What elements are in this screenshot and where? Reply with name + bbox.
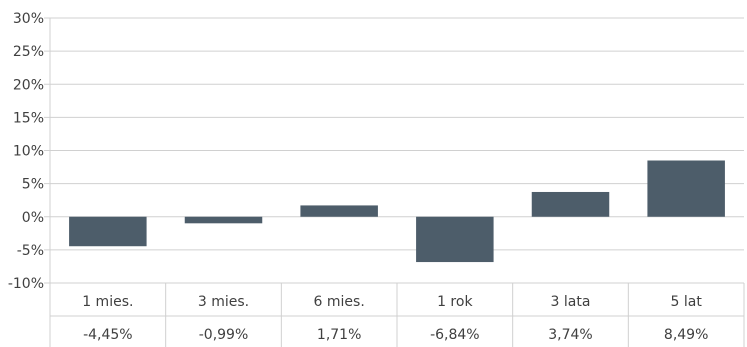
y-tick-label: 25% [13,44,44,60]
category-label: 1 mies. [82,294,133,310]
bar [416,216,494,263]
data-table: 1 mies. -4,45% 3 mies. -0,99% 6 mies. 1,71% 1 … [50,283,745,347]
value-label: 3,74% [548,327,592,343]
y-tick-label: 30% [13,11,44,27]
category-label: 1 rok [437,294,473,310]
gridlines [44,17,744,347]
bar [184,216,263,224]
y-tick-label: 0% [22,210,44,226]
y-tick-label: 20% [13,77,44,93]
bar [300,205,378,217]
value-label: -4,45% [83,327,133,343]
value-label: 1,71% [317,327,361,343]
category-label: 3 lata [551,294,591,310]
y-tick-label: -10% [8,276,44,292]
y-tick-label: 10% [13,144,44,160]
bar [69,216,147,247]
y-axis-ticks: 30% 25% 20% 15% 10% 5% 0% -5% -10% [8,11,44,292]
y-tick-label: 15% [13,110,44,126]
y-tick-label: 5% [22,177,44,193]
bar [647,160,725,217]
bar [531,191,610,217]
category-label: 3 mies. [198,294,249,310]
category-label: 5 lat [671,294,703,310]
bars [69,160,725,263]
y-tick-label: -5% [17,243,44,259]
value-label: -0,99% [199,327,249,343]
value-label: -6,84% [430,327,480,343]
value-label: 8,49% [664,327,708,343]
category-label: 6 mies. [314,294,365,310]
